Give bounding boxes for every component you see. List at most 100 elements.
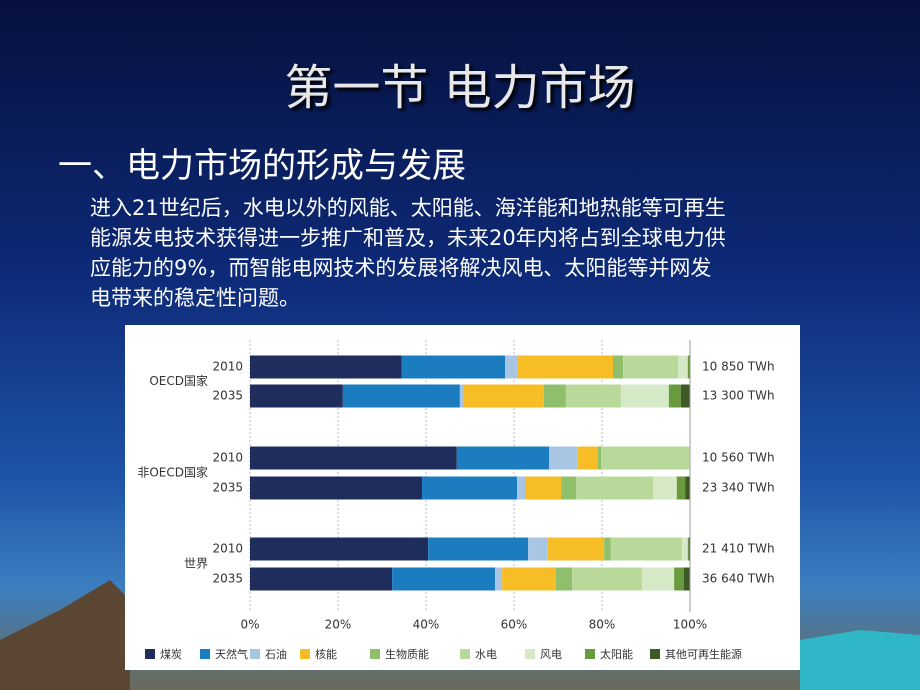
bar-segment — [250, 537, 429, 561]
bar-segment — [459, 384, 463, 408]
row-total: 10 850 TWh — [702, 360, 775, 374]
group-label: 非OECD国家 — [137, 465, 208, 480]
bar-segment — [502, 567, 556, 591]
x-tick-label: 20% — [325, 618, 352, 632]
group-label: 世界 — [184, 557, 208, 571]
bar-segment — [250, 476, 423, 500]
bar-segment — [517, 476, 525, 500]
legend-label: 生物质能 — [385, 647, 429, 661]
legend-swatch — [145, 649, 155, 659]
bar-segment — [610, 537, 683, 561]
bar-segment — [682, 537, 688, 561]
legend-swatch — [370, 649, 380, 659]
bar-segment — [561, 476, 577, 500]
paragraph-line: 能源发电技术获得进一步推广和普及，未来20年内将占到全球电力供 — [90, 226, 726, 250]
bar-segment — [653, 476, 677, 500]
bar-segment — [549, 446, 578, 470]
legend-label: 其他可再生能源 — [665, 647, 742, 661]
legend-swatch — [250, 649, 260, 659]
legend-swatch — [525, 649, 535, 659]
legend-label: 煤炭 — [160, 648, 182, 661]
legend-swatch — [300, 649, 310, 659]
bar-segment — [401, 355, 506, 379]
bar-segment — [577, 446, 599, 470]
sea — [800, 630, 920, 690]
legend-label: 天然气 — [215, 647, 248, 661]
y-tick-label: 2035 — [212, 572, 243, 586]
y-tick-label: 2010 — [212, 542, 243, 556]
bar-segment — [250, 567, 393, 591]
bar-segment — [462, 384, 544, 408]
legend-label: 核能 — [315, 647, 337, 661]
bar-segment — [623, 355, 679, 379]
bar-segment — [250, 446, 457, 470]
bar-segment — [576, 476, 654, 500]
paragraph-line: 电带来的稳定性问题。 — [90, 286, 300, 310]
bar-segment — [456, 446, 550, 470]
y-tick-label: 2010 — [212, 360, 243, 374]
bar-segment — [422, 476, 518, 500]
bar-segment — [687, 537, 689, 561]
heading: 一、电力市场的形成与发展 — [58, 146, 466, 186]
y-tick-label: 2035 — [212, 481, 243, 495]
bar-segment — [528, 537, 548, 561]
bar-segment — [668, 384, 681, 408]
bar-segment — [674, 567, 684, 591]
bar-segment — [685, 476, 690, 500]
y-tick-label: 2035 — [212, 389, 243, 403]
bar-segment — [495, 567, 503, 591]
bar-segment — [525, 476, 562, 500]
x-tick-label: 60% — [501, 618, 528, 632]
bar-segment — [620, 384, 669, 408]
legend-label: 水电 — [475, 648, 497, 661]
row-total: 23 340 TWh — [702, 481, 775, 495]
bar-segment — [687, 355, 690, 379]
bar-segment — [676, 476, 686, 500]
x-tick-label: 0% — [240, 618, 259, 632]
bar-segment — [613, 355, 624, 379]
bar-segment — [543, 384, 566, 408]
legend-label: 太阳能 — [600, 647, 633, 661]
row-total: 36 640 TWh — [702, 572, 775, 586]
bar-segment — [642, 567, 675, 591]
bar-segment — [598, 446, 602, 470]
bar-segment — [601, 446, 690, 470]
bar-segment — [428, 537, 529, 561]
row-total: 21 410 TWh — [702, 542, 775, 556]
legend-label: 风电 — [540, 648, 562, 661]
y-tick-label: 2010 — [212, 451, 243, 465]
bar-segment — [680, 384, 690, 408]
slide-title: 第一节 电力市场 — [284, 60, 636, 116]
bar-segment — [572, 567, 643, 591]
bar-segment — [565, 384, 621, 408]
bar-segment — [683, 567, 690, 591]
bar-segment — [517, 355, 613, 379]
paragraph-line: 进入21世纪后，水电以外的风能、太阳能、海洋能和地热能等可再生 — [90, 196, 726, 220]
x-tick-label: 80% — [589, 618, 616, 632]
legend-swatch — [650, 649, 660, 659]
legend-swatch — [585, 649, 595, 659]
bar-segment — [392, 567, 496, 591]
legend-label: 石油 — [265, 647, 287, 661]
bar-segment — [547, 537, 605, 561]
bar-segment — [678, 355, 688, 379]
legend-swatch — [200, 649, 210, 659]
x-tick-label: 100% — [673, 618, 707, 632]
legend-swatch — [460, 649, 470, 659]
row-total: 13 300 TWh — [702, 389, 775, 403]
x-tick-label: 40% — [413, 618, 440, 632]
paragraph-line: 应能力的9%，而智能电网技术的发展将解决风电、太阳能等并网发 — [90, 256, 712, 280]
bar-segment — [505, 355, 518, 379]
bar-segment — [250, 384, 343, 408]
bar-segment — [555, 567, 573, 591]
bar-segment — [688, 537, 690, 561]
bar-segment — [604, 537, 611, 561]
bar-segment — [342, 384, 460, 408]
mountain — [0, 580, 130, 690]
row-total: 10 560 TWh — [702, 451, 775, 465]
bar-segment — [250, 355, 402, 379]
group-label: OECD国家 — [149, 373, 208, 388]
